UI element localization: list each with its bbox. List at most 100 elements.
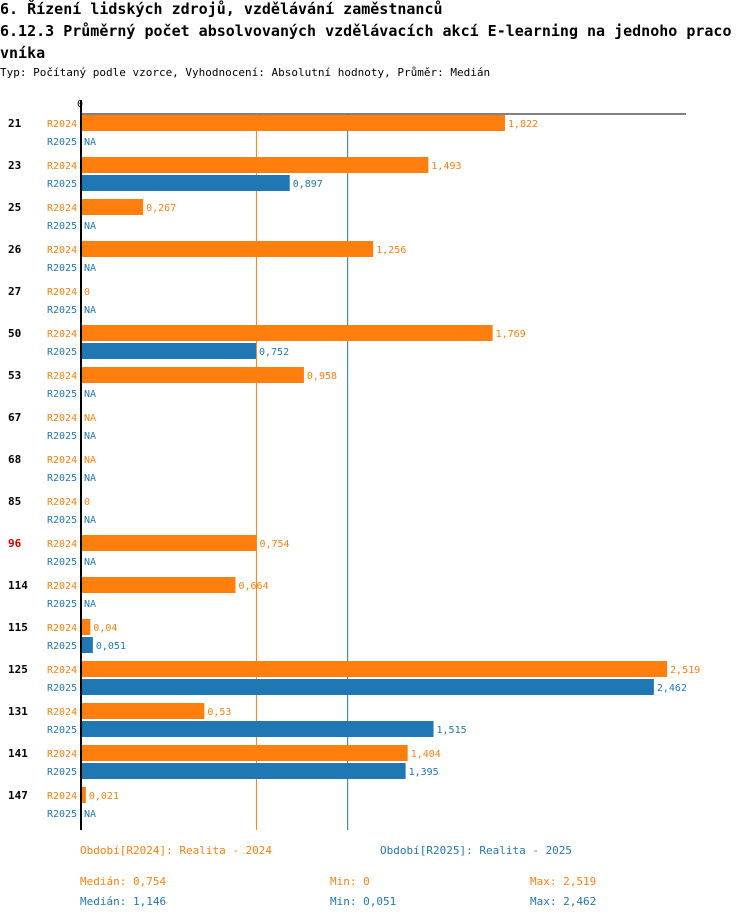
series-label-r2025: R2025: [47, 473, 77, 484]
series-label-r2025: R2025: [47, 725, 77, 736]
data-label-r2024: 1,404: [411, 749, 441, 760]
data-label-r2025: 0,752: [259, 347, 289, 358]
data-label-r2024: NA: [84, 413, 96, 424]
data-label-r2025: NA: [84, 515, 96, 526]
chart-title: 6.12.3 Průměrný počet absolvovaných vzdě…: [0, 22, 732, 62]
stat-r2025-median: Medián: 1,146: [80, 895, 167, 908]
category-label: 147: [8, 789, 28, 802]
stat-r2024-median: Medián: 0,754: [80, 875, 167, 888]
category-label: 68: [8, 453, 21, 466]
bar-r2024: [81, 787, 86, 803]
bar-r2025: [81, 175, 290, 191]
series-label-r2024: R2024: [47, 581, 77, 592]
bar-r2024: [81, 115, 505, 131]
category-label: 141: [8, 747, 28, 760]
series-label-r2024: R2024: [47, 623, 77, 634]
data-label-r2025: NA: [84, 473, 96, 484]
category-label: 23: [8, 159, 21, 172]
category-label: 131: [8, 705, 28, 718]
bar-r2024: [81, 367, 304, 383]
data-label-r2024: 1,256: [376, 245, 406, 256]
category-label: 53: [8, 369, 21, 382]
stat-r2025-max: Max: 2,462: [530, 895, 597, 908]
data-label-r2025: NA: [84, 599, 96, 610]
bar-r2025: [81, 721, 434, 737]
data-label-r2024: 2,519: [670, 665, 700, 676]
data-label-r2024: 0,021: [89, 791, 119, 802]
series-label-r2024: R2024: [47, 413, 77, 424]
stat-r2025-min: Min: 0,051: [330, 895, 397, 908]
series-label-r2025: R2025: [47, 557, 77, 568]
bar-r2024: [81, 745, 408, 761]
category-label: 114: [8, 579, 28, 592]
data-label-r2024: 0,04: [93, 623, 117, 634]
series-label-r2025: R2025: [47, 179, 77, 190]
data-label-r2025: 1,395: [409, 767, 439, 778]
series-label-r2025: R2025: [47, 431, 77, 442]
series-label-r2025: R2025: [47, 137, 77, 148]
series-label-r2025: R2025: [47, 683, 77, 694]
data-label-r2025: 2,462: [657, 683, 687, 694]
data-label-r2024: 1,493: [431, 161, 461, 172]
series-label-r2024: R2024: [47, 455, 77, 466]
data-label-r2024: 1,769: [496, 329, 526, 340]
series-label-r2025: R2025: [47, 641, 77, 652]
series-label-r2025: R2025: [47, 389, 77, 400]
data-label-r2024: 0,664: [239, 581, 269, 592]
series-label-r2025: R2025: [47, 263, 77, 274]
category-label: 27: [8, 285, 21, 298]
legend-r2024: Období[R2024]: Realita - 2024: [80, 844, 273, 857]
series-label-r2025: R2025: [47, 305, 77, 316]
series-label-r2024: R2024: [47, 119, 77, 130]
series-label-r2024: R2024: [47, 329, 77, 340]
bar-r2024: [81, 577, 236, 593]
category-label: 26: [8, 243, 22, 256]
data-label-r2025: NA: [84, 305, 96, 316]
bar-r2024: [81, 703, 205, 719]
bar-r2024: [81, 157, 429, 173]
data-label-r2024: 0,53: [207, 707, 231, 718]
series-label-r2024: R2024: [47, 203, 77, 214]
series-label-r2024: R2024: [47, 161, 77, 172]
chart-meta: Typ: Počítaný podle vzorce, Vyhodnocení:…: [0, 66, 491, 79]
data-label-r2025: 0,051: [96, 641, 126, 652]
bar-r2024: [81, 325, 493, 341]
data-label-r2024: 1,822: [508, 119, 538, 130]
data-label-r2024: 0: [84, 287, 90, 298]
category-label: 96: [8, 537, 22, 550]
category-label: 67: [8, 411, 21, 424]
series-label-r2024: R2024: [47, 707, 77, 718]
data-label-r2025: NA: [84, 137, 96, 148]
bar-r2025: [81, 343, 256, 359]
stat-r2024-min: Min: 0: [330, 875, 370, 888]
series-label-r2025: R2025: [47, 347, 77, 358]
series-label-r2025: R2025: [47, 599, 77, 610]
series-label-r2025: R2025: [47, 221, 77, 232]
series-label-r2025: R2025: [47, 515, 77, 526]
bar-r2025: [81, 679, 654, 695]
legend-r2025: Období[R2025]: Realita - 2025: [380, 844, 573, 857]
data-label-r2025: NA: [84, 263, 96, 274]
series-label-r2025: R2025: [47, 767, 77, 778]
data-label-r2025: NA: [84, 221, 96, 232]
series-label-r2024: R2024: [47, 665, 77, 676]
data-label-r2024: 0: [84, 497, 90, 508]
bar-r2025: [81, 637, 93, 653]
data-label-r2024: 0,267: [146, 203, 176, 214]
bar-r2024: [81, 199, 144, 215]
series-label-r2024: R2024: [47, 371, 77, 382]
stat-r2024-max: Max: 2,519: [530, 875, 597, 888]
series-label-r2024: R2024: [47, 287, 77, 298]
series-label-r2025: R2025: [47, 809, 77, 820]
bar-r2024: [81, 661, 668, 677]
data-label-r2025: 1,515: [437, 725, 467, 736]
data-label-r2025: NA: [84, 557, 96, 568]
bar-r2024: [81, 535, 257, 551]
category-label: 125: [8, 663, 28, 676]
category-label: 25: [8, 201, 21, 214]
data-label-r2025: 0,897: [293, 179, 323, 190]
series-label-r2024: R2024: [47, 497, 77, 508]
category-label: 115: [8, 621, 28, 634]
series-label-r2024: R2024: [47, 749, 77, 760]
